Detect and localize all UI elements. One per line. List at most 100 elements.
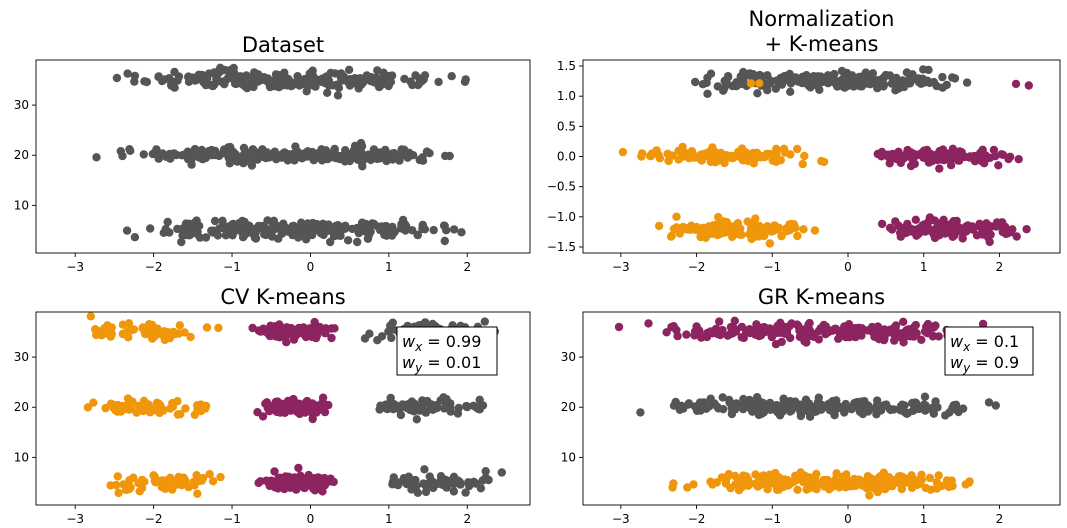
data-point — [208, 81, 217, 91]
data-point — [779, 144, 789, 153]
data-point — [841, 483, 850, 492]
data-point — [377, 222, 387, 231]
data-point — [360, 334, 370, 343]
data-point — [137, 484, 147, 493]
data-point — [453, 409, 463, 418]
x-tick-label: −3 — [612, 260, 630, 274]
x-tick-label: 1 — [920, 260, 928, 274]
data-point — [763, 78, 772, 88]
data-point — [914, 229, 924, 238]
data-point — [917, 475, 926, 485]
data-point — [689, 480, 698, 489]
data-point — [818, 74, 827, 84]
data-point — [857, 72, 866, 81]
data-point — [130, 233, 140, 242]
data-point — [760, 226, 769, 235]
annotation-line-1: wx = 0.99 — [402, 332, 481, 354]
data-point — [202, 152, 211, 161]
annotation-line-2: wy = 0.9 — [950, 353, 1019, 375]
data-point — [112, 73, 122, 83]
data-point — [850, 474, 859, 484]
data-point — [417, 402, 427, 411]
data-point — [938, 72, 947, 82]
data-point — [899, 317, 908, 326]
data-point — [916, 74, 925, 84]
data-point — [894, 472, 903, 481]
data-point — [678, 142, 687, 152]
data-point — [771, 84, 780, 93]
data-point — [256, 150, 265, 159]
data-point — [841, 399, 850, 409]
data-point — [771, 340, 781, 349]
weights-annotation: wx = 0.1wy = 0.9 — [944, 326, 1034, 376]
data-point — [443, 476, 452, 485]
data-point — [677, 401, 686, 410]
data-point — [205, 470, 214, 479]
data-point — [812, 402, 822, 411]
data-point — [193, 489, 202, 498]
data-point — [787, 406, 796, 415]
data-point — [421, 487, 431, 497]
data-point — [318, 393, 328, 402]
data-point — [123, 394, 133, 403]
data-point — [202, 323, 212, 332]
data-point — [917, 335, 926, 344]
data-point — [786, 87, 795, 97]
data-point — [842, 470, 851, 479]
data-point — [786, 150, 795, 159]
data-point — [934, 332, 943, 341]
data-point — [746, 79, 756, 88]
data-point — [324, 81, 334, 90]
data-point — [814, 393, 823, 402]
data-point — [412, 415, 421, 424]
data-point — [927, 405, 937, 414]
data-point — [703, 73, 712, 83]
chart-title: Dataset — [242, 33, 324, 57]
x-tick-label: 2 — [996, 260, 1004, 274]
data-point — [809, 332, 818, 341]
data-point — [884, 150, 893, 159]
data-point — [765, 239, 775, 248]
chart-title: CV K-means — [220, 285, 345, 309]
data-point — [719, 405, 728, 414]
data-point — [1006, 228, 1015, 237]
data-point — [315, 481, 325, 490]
data-point — [911, 398, 920, 407]
data-point — [954, 407, 963, 417]
data-point — [263, 216, 272, 225]
data-point — [1000, 222, 1009, 231]
data-point — [160, 329, 169, 339]
data-point — [703, 89, 712, 99]
data-point — [356, 223, 365, 233]
data-point — [170, 67, 179, 77]
x-tick-label: −1 — [763, 512, 781, 526]
data-point — [930, 216, 939, 225]
data-point — [331, 222, 341, 231]
data-point — [717, 473, 727, 482]
y-tick-label: 0.0 — [557, 150, 576, 164]
data-point — [701, 233, 710, 242]
data-point — [256, 477, 265, 486]
data-point — [181, 476, 190, 485]
data-point — [259, 324, 268, 333]
data-point — [282, 151, 292, 160]
data-point — [129, 325, 139, 334]
y-tick-label: 1.5 — [557, 59, 576, 73]
data-point — [674, 155, 683, 164]
data-point — [380, 71, 389, 81]
data-point — [175, 477, 184, 486]
data-point — [89, 398, 98, 407]
data-point — [891, 217, 900, 226]
data-point — [655, 154, 665, 163]
data-point — [948, 148, 957, 157]
data-point — [426, 479, 435, 489]
data-point — [800, 151, 809, 161]
data-point — [864, 482, 873, 492]
data-point — [193, 229, 202, 239]
data-point — [830, 324, 839, 334]
data-point — [734, 486, 744, 495]
data-point — [447, 72, 456, 81]
data-point — [320, 407, 330, 417]
data-point — [307, 68, 316, 78]
data-point — [276, 473, 285, 482]
